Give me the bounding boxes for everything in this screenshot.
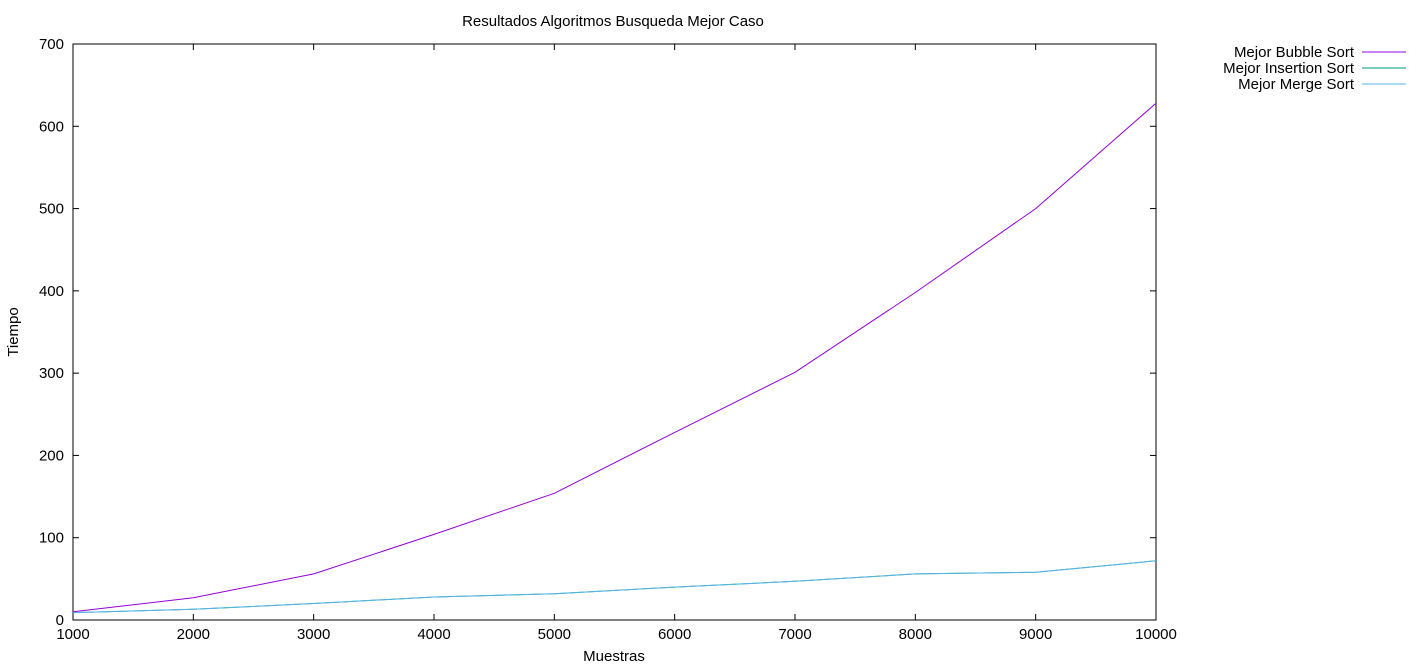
x-tick-label: 4000	[417, 626, 450, 643]
x-axis: 1000 2000 3000 4000 5000 6000 7000 8000 9000 1000…	[56, 44, 1177, 643]
x-tick-label: 8000	[899, 626, 932, 643]
series-line-mejor-bubble-sort	[72, 102, 1157, 613]
chart-title: Resultados Algoritmos Busqueda Mejor Cas…	[462, 13, 764, 30]
y-axis-label: Tiempo	[5, 307, 22, 356]
y-tick-label: 0	[56, 612, 64, 629]
x-tick-label: 9000	[1019, 626, 1052, 643]
y-tick-label: 600	[39, 118, 64, 135]
series-lines	[72, 102, 1157, 614]
legend-label: Mejor Insertion Sort	[1223, 60, 1355, 77]
x-tick-label: 7000	[778, 626, 811, 643]
y-tick-label: 300	[39, 365, 64, 382]
legend-label: Mejor Merge Sort	[1238, 76, 1355, 93]
y-tick-label: 200	[39, 447, 64, 464]
legend-label: Mejor Bubble Sort	[1234, 44, 1355, 61]
x-tick-label: 10000	[1135, 626, 1177, 643]
x-tick-label: 5000	[538, 626, 571, 643]
x-tick-label: 2000	[177, 626, 210, 643]
y-tick-label: 400	[39, 283, 64, 300]
series-line-mejor-merge-sort	[72, 560, 1157, 614]
y-axis: 0 100 200 300 400 500 600 700	[39, 36, 1156, 629]
plot-frame	[72, 43, 1157, 621]
y-tick-label: 100	[39, 530, 64, 547]
series-line-mejor-insertion-sort	[72, 560, 1157, 614]
x-axis-label: Muestras	[583, 648, 645, 665]
x-tick-label: 3000	[297, 626, 330, 643]
x-tick-label: 6000	[658, 626, 691, 643]
y-tick-label: 500	[39, 201, 64, 218]
y-tick-label: 700	[39, 36, 64, 53]
x-tick-label: 1000	[56, 626, 89, 643]
